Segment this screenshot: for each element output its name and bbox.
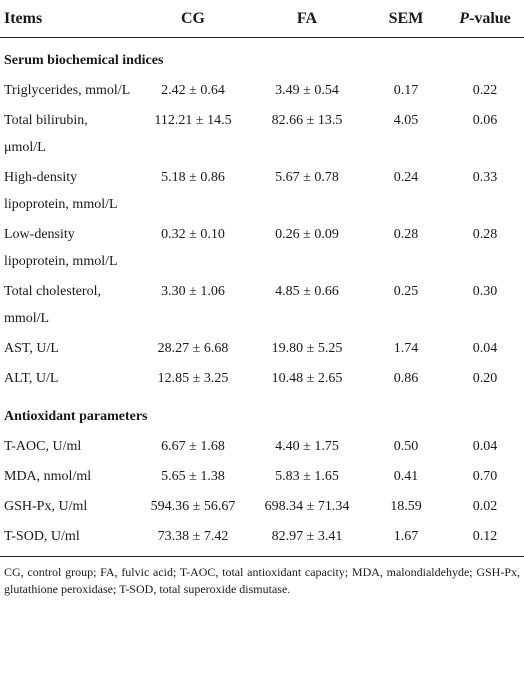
section-title: Serum biochemical indices <box>4 53 164 68</box>
item-cell: Triglycerides, mmol/L <box>4 83 131 98</box>
value-cell: 5.18 ± 0.86 <box>161 170 225 185</box>
value-cell: 0.33 <box>472 170 498 185</box>
header-cell: SEM <box>366 0 446 38</box>
value-cell: 0.26 ± 0.09 <box>275 227 339 242</box>
item-cell: ALT, U/L <box>4 371 59 386</box>
value-cell: 82.66 ± 13.5 <box>271 113 343 128</box>
item-cell: GSH-Px, U/ml <box>4 499 88 514</box>
footnote: CG, control group; FA, fulvic acid; T-AO… <box>4 565 520 596</box>
value-cell: 0.06 <box>472 113 498 128</box>
value-cell: 1.74 <box>393 341 419 356</box>
value-cell: 112.21 ± 14.5 <box>154 113 232 128</box>
item-cell: High-density lipoprotein, mmol/L <box>4 170 118 212</box>
value-cell: 5.83 ± 1.65 <box>275 469 339 484</box>
value-cell: 0.50 <box>393 439 419 454</box>
data-row: ALT, U/L 12.85 ± 3.25 10.48 ± 2.65 0.86 0.20 <box>0 364 524 394</box>
section-title: Antioxidant parameters <box>4 409 148 424</box>
value-cell: 4.40 ± 1.75 <box>275 439 339 454</box>
data-row: AST, U/L 28.27 ± 6.68 19.80 ± 5.25 1.74 0.04 <box>0 334 524 364</box>
data-row: Total cholesterol, mmol/L 3.30 ± 1.06 4.85… <box>0 277 524 334</box>
value-cell: 4.05 <box>393 113 419 128</box>
value-cell: 0.24 <box>393 170 419 185</box>
item-cell: Low-density lipoprotein, mmol/L <box>4 227 118 269</box>
data-table: Items CG FA SEM P-value Serum biochemica… <box>0 0 524 557</box>
value-cell: 5.65 ± 1.38 <box>161 469 225 484</box>
item-cell: AST, U/L <box>4 341 59 356</box>
data-row: MDA, nmol/ml 5.65 ± 1.38 5.83 ± 1.65 0.41 0.… <box>0 462 524 492</box>
value-cell: 3.30 ± 1.06 <box>161 284 225 299</box>
item-cell: Total bilirubin, μmol/L <box>4 113 88 155</box>
header-cell: CG <box>138 0 248 38</box>
value-cell: 4.85 ± 0.66 <box>275 284 339 299</box>
value-cell: 0.28 <box>393 227 419 242</box>
value-cell: 2.42 ± 0.64 <box>161 83 225 98</box>
value-cell: 18.59 <box>390 499 422 514</box>
data-row: T-SOD, U/ml 73.38 ± 7.42 82.97 ± 3.41 1.67 0… <box>0 522 524 557</box>
value-cell: 594.36 ± 56.67 <box>150 499 236 514</box>
value-cell: 0.32 ± 0.10 <box>161 227 225 242</box>
data-row: High-density lipoprotein, mmol/L 5.18 ± 0… <box>0 163 524 220</box>
value-cell: 5.67 ± 0.78 <box>275 170 339 185</box>
data-row: Total bilirubin, μmol/L 112.21 ± 14.5 82.6… <box>0 106 524 163</box>
header-cell: P-value <box>446 0 524 38</box>
value-cell: 0.12 <box>446 522 524 557</box>
header-row: Items CG FA SEM P-value <box>0 0 524 38</box>
section-row: Antioxidant parameters <box>0 394 524 432</box>
item-cell: T-AOC, U/ml <box>4 439 82 454</box>
value-cell: 0.70 <box>472 469 498 484</box>
value-cell: 0.02 <box>472 499 498 514</box>
data-row: Triglycerides, mmol/L 2.42 ± 0.64 3.49 ± 0… <box>0 76 524 106</box>
data-row: T-AOC, U/ml 6.67 ± 1.68 4.40 ± 1.75 0.50 0.0… <box>0 432 524 462</box>
value-cell: 0.04 <box>472 341 498 356</box>
table-body: Serum biochemical indices Triglycerides, … <box>0 38 524 557</box>
header-cell: FA <box>248 0 366 38</box>
value-cell: 28.27 ± 6.68 <box>157 341 229 356</box>
value-cell: 3.49 ± 0.54 <box>275 83 339 98</box>
value-cell: 10.48 ± 2.65 <box>271 371 343 386</box>
value-cell: 0.20 <box>472 371 498 386</box>
data-row: GSH-Px, U/ml 594.36 ± 56.67 698.34 ± 71.34… <box>0 492 524 522</box>
header-cell: Items <box>0 0 138 38</box>
item-cell: Total cholesterol, mmol/L <box>4 284 101 326</box>
value-cell: 0.17 <box>393 83 419 98</box>
value-cell: 19.80 ± 5.25 <box>271 341 343 356</box>
value-cell: 12.85 ± 3.25 <box>157 371 229 386</box>
value-cell: 0.28 <box>472 227 498 242</box>
value-cell: 698.34 ± 71.34 <box>264 499 350 514</box>
section-row: Serum biochemical indices <box>0 38 524 77</box>
value-cell: 0.30 <box>472 284 498 299</box>
value-cell: 1.67 <box>366 522 446 557</box>
data-row: Low-density lipoprotein, mmol/L 0.32 ± 0.… <box>0 220 524 277</box>
value-cell: 0.22 <box>472 83 498 98</box>
item-cell: T-SOD, U/ml <box>0 522 138 557</box>
value-cell: 0.86 <box>393 371 419 386</box>
value-cell: 6.67 ± 1.68 <box>161 439 225 454</box>
value-cell: 0.04 <box>472 439 498 454</box>
value-cell: 82.97 ± 3.41 <box>248 522 366 557</box>
value-cell: 73.38 ± 7.42 <box>138 522 248 557</box>
item-cell: MDA, nmol/ml <box>4 469 92 484</box>
value-cell: 0.25 <box>393 284 419 299</box>
value-cell: 0.41 <box>393 469 419 484</box>
